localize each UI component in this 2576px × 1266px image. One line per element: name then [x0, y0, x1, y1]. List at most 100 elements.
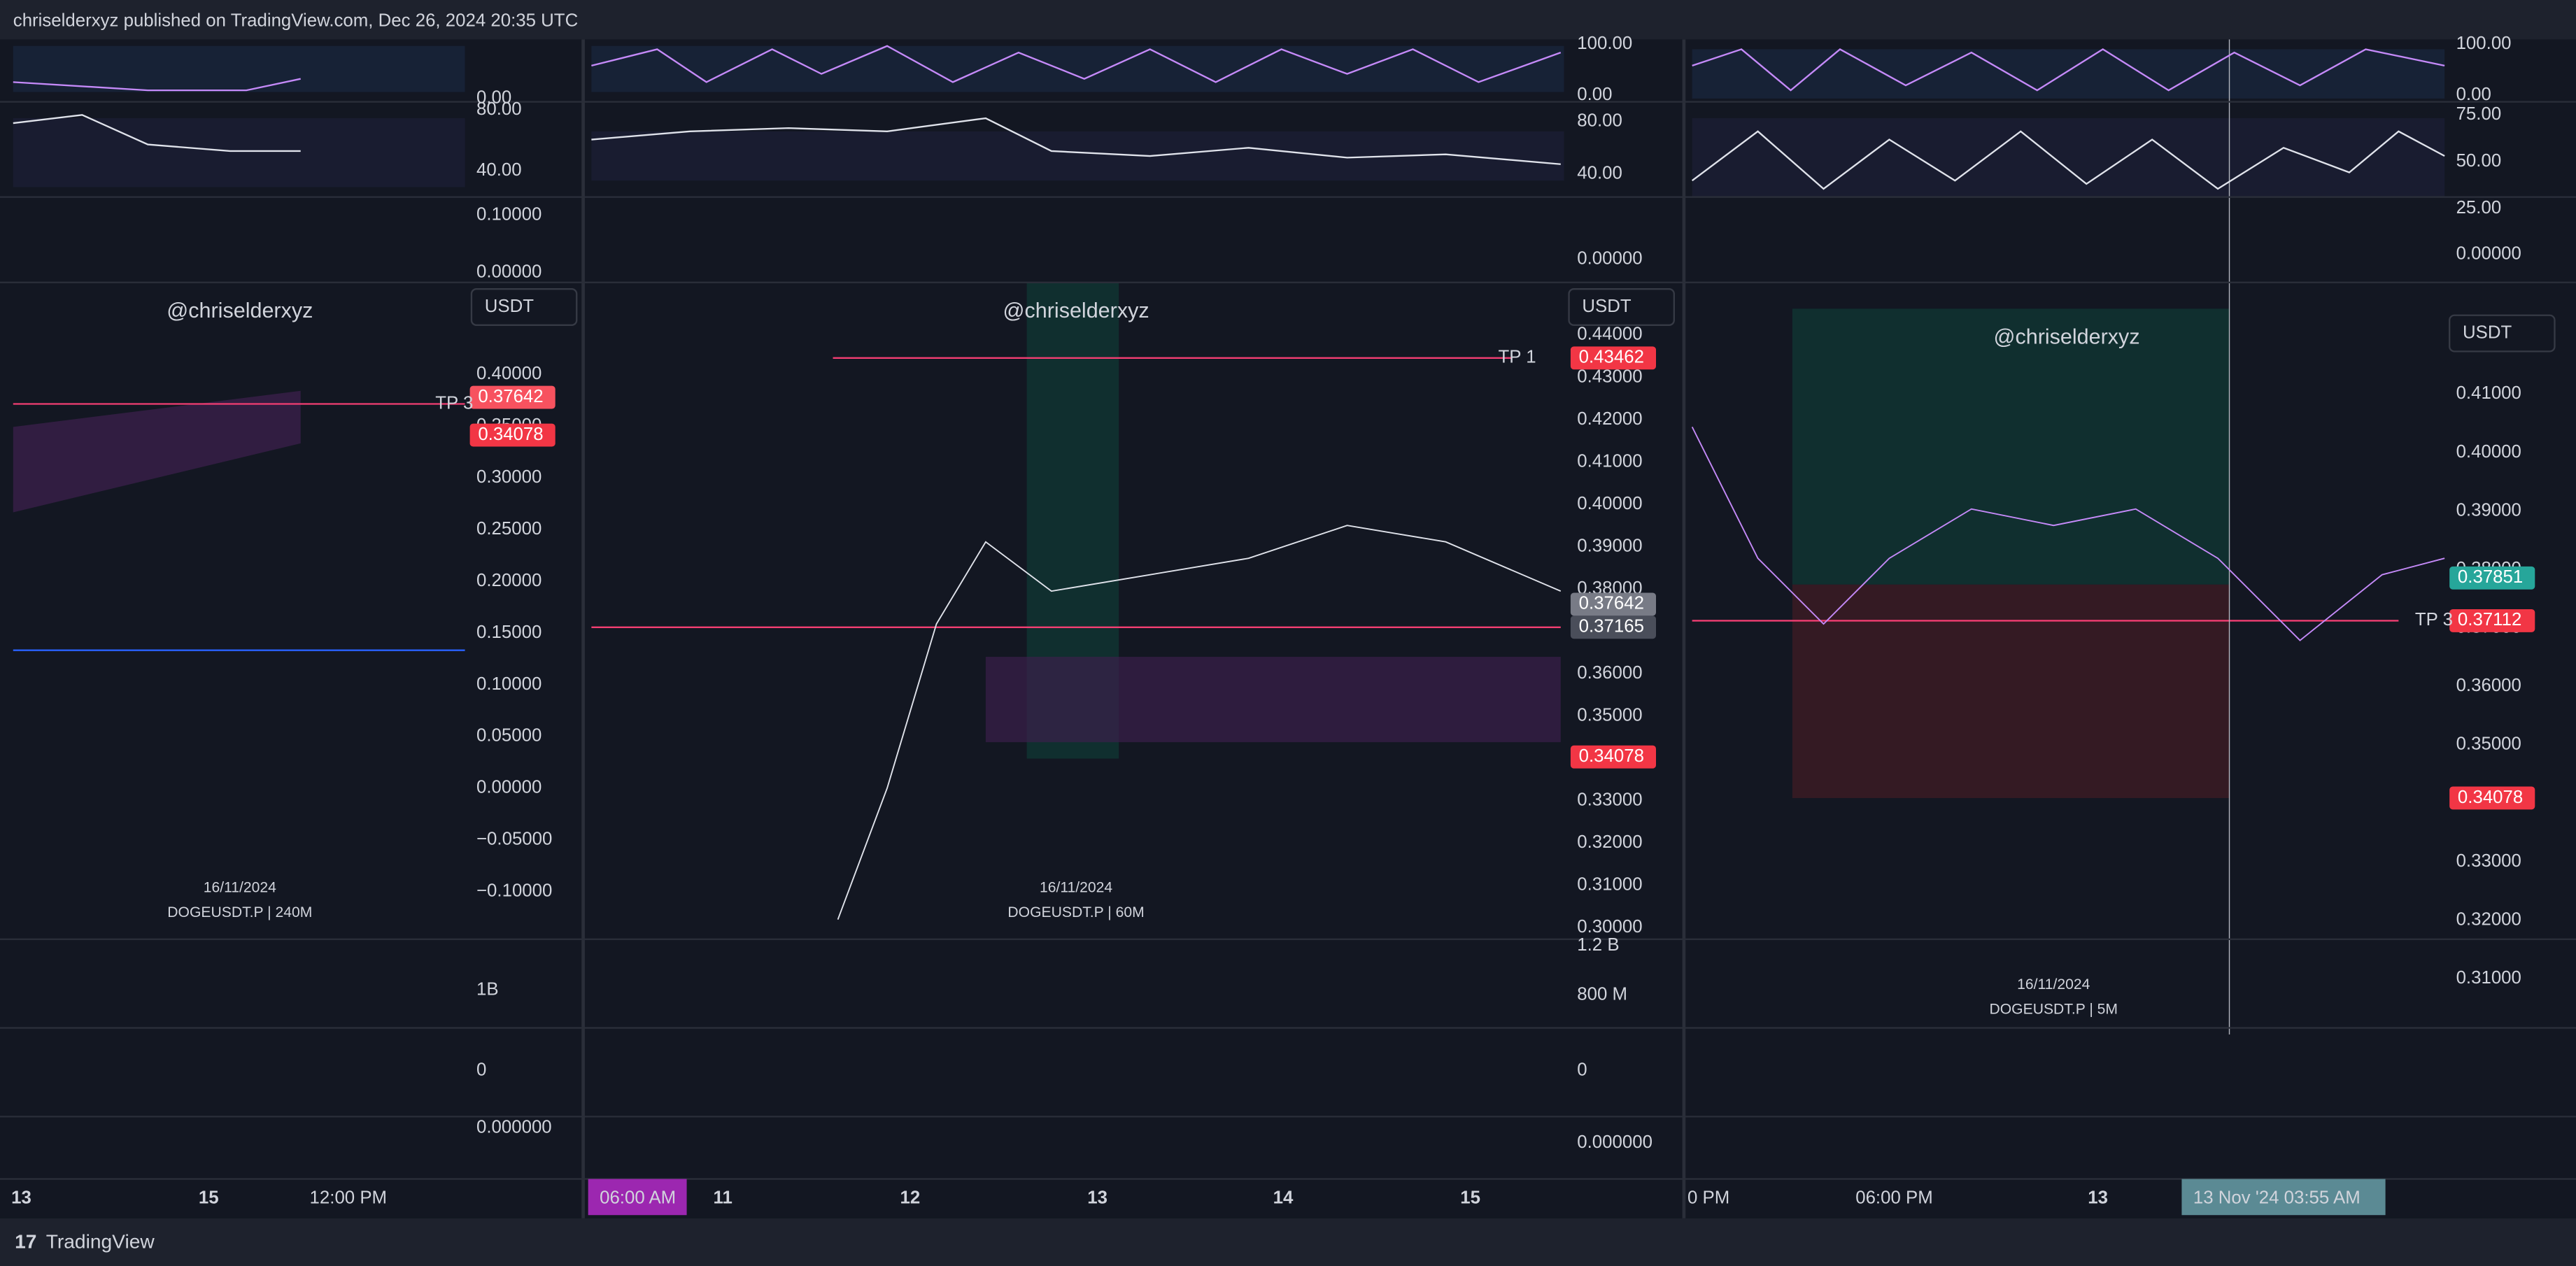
price-axis-label: 0.15000: [476, 623, 542, 642]
vol-axis-label: 1.2 B: [1577, 935, 1619, 955]
osc-line: [591, 45, 1562, 83]
sub2-axis-label: 0: [1577, 1060, 1587, 1079]
sub3-axis-label: 0.000000: [1577, 1132, 1653, 1152]
osc-line: [13, 78, 301, 92]
price-axis-label: 0.33000: [1577, 790, 1642, 810]
time-label: 14: [1273, 1188, 1294, 1208]
footer-brand: TradingView: [46, 1230, 155, 1253]
osc2-axis-label: 75.00: [2456, 104, 2502, 124]
price-axis-label: 0.41000: [1577, 451, 1642, 471]
footer-bar: [0, 1218, 2576, 1266]
currency-box: [470, 288, 578, 326]
price-axis-label: 0.20000: [476, 571, 542, 590]
price-axis-label: 0.30000: [476, 467, 542, 487]
price-axis-label: 0.40000: [476, 364, 542, 383]
price-axis-label: 0.39000: [1577, 536, 1642, 555]
line-label: TP 3: [435, 393, 473, 413]
currency-label: USDT: [1582, 297, 1632, 316]
price-axis-label: 0.10000: [476, 674, 542, 694]
price-tag-label: 0.37642: [1579, 594, 1644, 613]
currency-label: USDT: [485, 297, 535, 316]
price-axis-label: 0.40000: [1577, 494, 1642, 513]
price-axis-label: 0.35000: [2456, 734, 2521, 754]
price-axis-label: 0.43000: [1577, 367, 1642, 386]
price-axis-label: 0.42000: [1577, 409, 1642, 429]
purple-zone: [985, 657, 1561, 743]
price-tag-label: 0.37112: [2458, 610, 2521, 630]
price-axis-label: 0.30000: [1577, 917, 1642, 937]
chart-date: 16/11/2024: [204, 880, 276, 896]
dynamic-layer: @chriselderxyz USDT 16/11/2024 DOGEUSDT.P |…: [0, 34, 2576, 1216]
price-tag: [2449, 609, 2535, 632]
vol-axis-label: 1B: [476, 979, 499, 999]
price-tag: [469, 423, 555, 447]
profit-zone: [1792, 308, 2230, 585]
price-tag: [2449, 566, 2535, 590]
sub3-axis-label: 0.000000: [476, 1118, 552, 1137]
price-axis-label: 0.25000: [476, 519, 542, 539]
chart-date: 16/11/2024: [1040, 880, 1112, 896]
osc1-axis-label: 0.00: [2456, 85, 2491, 104]
price-axis-label: −0.10000: [476, 881, 552, 901]
time-label: 13 Nov '24 03:55 AM: [2193, 1188, 2361, 1208]
time-label: 06:00 PM: [1855, 1188, 1933, 1208]
time-label: 13: [11, 1188, 31, 1208]
price-axis-label: 0.39000: [2456, 500, 2521, 520]
header-bar: [0, 0, 2576, 40]
osc2-axis-label: 40.00: [476, 160, 522, 180]
macd-axis-label: 0.10000: [476, 204, 542, 224]
osc-band: [1692, 49, 2445, 99]
price-tag: [1570, 346, 1656, 370]
line-label: TP 3: [2415, 610, 2453, 630]
time-highlight: [588, 1179, 687, 1216]
macd-axis-label: 0.00000: [2456, 244, 2521, 264]
currency-box: [2449, 314, 2556, 353]
price-tag-label: 0.34078: [478, 425, 543, 444]
currency-box: [1568, 288, 1676, 326]
currency-label: USDT: [2463, 322, 2512, 342]
sub2-axis-label: 0: [476, 1060, 486, 1079]
chart-symbol: DOGEUSDT.P | 60M: [1007, 904, 1144, 920]
osc-band: [13, 118, 465, 187]
osc2-axis-label: 40.00: [1577, 164, 1622, 183]
price-axis-label: 0.31000: [1577, 875, 1642, 895]
time-label: 15: [1460, 1188, 1480, 1208]
time-label: 06:00 AM: [600, 1188, 676, 1208]
time-label: 11: [714, 1188, 733, 1208]
price-axis-label: 0.36000: [2456, 676, 2521, 695]
ma-line: [1691, 426, 2445, 641]
osc1-axis-label: 100.00: [2456, 34, 2512, 53]
osc-band: [591, 45, 1564, 92]
price-axis-label: −0.05000: [476, 830, 552, 849]
price-axis-label: 0.33000: [2456, 851, 2521, 871]
price-axis-label: 0.36000: [1577, 663, 1642, 683]
osc-band: [13, 45, 465, 92]
time-label: 12:00 PM: [310, 1188, 388, 1208]
time-label: 13: [2088, 1188, 2108, 1208]
osc-band: [1692, 118, 2445, 197]
watermark: @chriselderxyz: [1003, 299, 1149, 322]
osc1-axis-label: 100.00: [1577, 34, 1632, 53]
price-tag-label: 0.37642: [478, 387, 543, 406]
osc-line: [1691, 130, 2445, 190]
price-tag-label: 0.37851: [2458, 567, 2523, 587]
price-tag: [1570, 616, 1656, 639]
watermark: @chriselderxyz: [1994, 325, 2140, 349]
logo-mark: 17: [15, 1230, 36, 1253]
price-tag: [469, 385, 555, 409]
price-tag: [1570, 745, 1656, 769]
price-axis-label: 0.00000: [476, 778, 542, 797]
ribbon: [13, 390, 301, 513]
price-tag: [1570, 592, 1656, 616]
osc2-axis-label: 25.00: [2456, 198, 2502, 218]
price-axis-label: 0.32000: [2456, 909, 2521, 929]
time-highlight: [2181, 1179, 2386, 1216]
time-label: 13: [1087, 1188, 1107, 1208]
price-axis-label: 0.44000: [1577, 325, 1642, 344]
price-axis-label: 0.31000: [2456, 968, 2521, 988]
ma-line: [837, 525, 1562, 920]
price-axis-label: 0.41000: [2456, 383, 2521, 403]
loss-zone: [1792, 584, 2230, 798]
price-tag-label: 0.34078: [2458, 788, 2523, 807]
time-label: 12: [900, 1188, 921, 1208]
